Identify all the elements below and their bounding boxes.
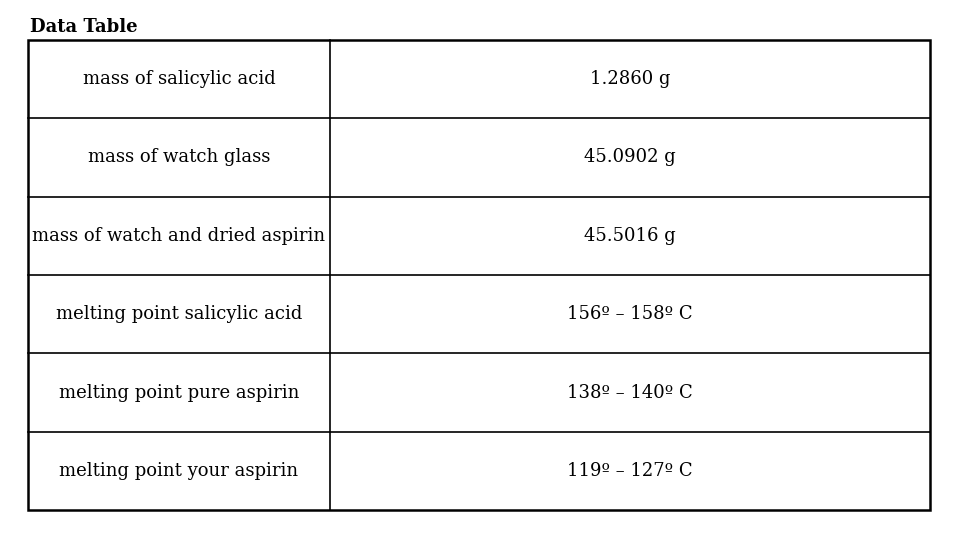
Bar [28,40,930,510]
Text: 45.5016 g: 45.5016 g [584,227,676,245]
Text: 119º – 127º C: 119º – 127º C [567,462,692,480]
Text: mass of salicylic acid: mass of salicylic acid [82,70,275,88]
Text: melting point your aspirin: melting point your aspirin [59,462,298,480]
Text: 1.2860 g: 1.2860 g [590,70,670,88]
Text: 156º – 158º C: 156º – 158º C [567,305,692,323]
Text: mass of watch glass: mass of watch glass [88,148,270,167]
Text: 138º – 140º C: 138º – 140º C [567,383,692,401]
Text: melting point pure aspirin: melting point pure aspirin [58,383,299,401]
Text: mass of watch and dried aspirin: mass of watch and dried aspirin [33,227,325,245]
Text: melting point salicylic acid: melting point salicylic acid [56,305,302,323]
Text: Data Table: Data Table [30,18,138,36]
Text: 45.0902 g: 45.0902 g [584,148,676,167]
